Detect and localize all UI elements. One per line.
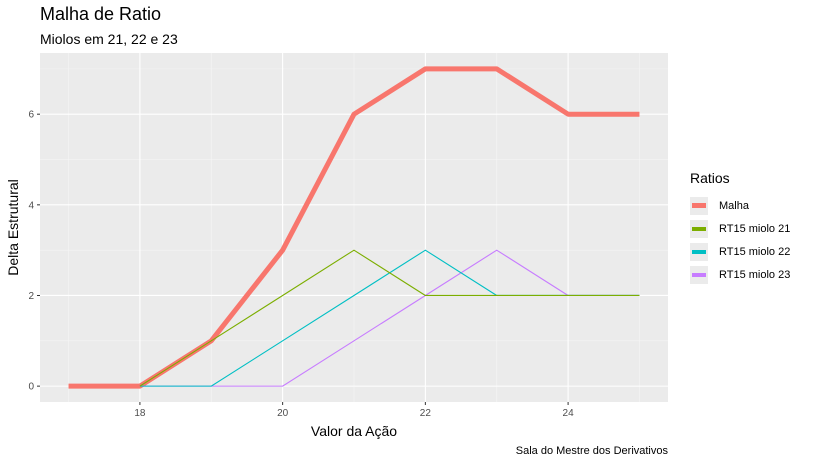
chart-subtitle: Miolos em 21, 22 e 23 (40, 31, 178, 47)
y-tick-label: 4 (28, 200, 34, 211)
legend-label: RT15 miolo 21 (719, 222, 791, 235)
legend-item-rt15-miolo-22: RT15 miolo 22 (690, 240, 790, 263)
x-tick-label: 18 (134, 408, 146, 419)
legend: Ratios Malha RT15 miolo 21 RT15 miolo 22 RT… (690, 170, 790, 286)
legend-label: RT15 miolo 22 (719, 245, 791, 258)
x-axis-title: Valor da Ação (311, 423, 397, 439)
legend-item-rt15-miolo-21: RT15 miolo 21 (690, 217, 790, 240)
legend-item-malha: Malha (690, 194, 790, 217)
legend-key (690, 196, 708, 215)
series-line-rt15-miolo-23 (139, 249, 640, 387)
legend-item-rt15-miolo-23: RT15 miolo 23 (690, 263, 790, 286)
y-axis-title: Delta Estrutural (5, 179, 21, 275)
x-tick-label: 20 (277, 408, 289, 419)
series-line-rt15-miolo-21 (139, 249, 640, 387)
legend-label: RT15 miolo 23 (719, 268, 791, 281)
y-tick-label: 2 (28, 291, 34, 302)
legend-swatch (692, 249, 706, 254)
x-axis: 18 20 22 24 (134, 402, 574, 419)
legend-key (690, 242, 708, 261)
legend-key (690, 219, 708, 238)
y-tick-label: 6 (28, 110, 34, 121)
legend-title: Ratios (690, 170, 730, 186)
legend-swatch (692, 203, 706, 208)
legend-key (690, 265, 708, 284)
x-tick-label: 24 (563, 408, 575, 419)
legend-label: Malha (719, 199, 749, 212)
y-tick-label: 0 (28, 382, 34, 393)
series-layer (68, 66, 640, 389)
legend-swatch (692, 226, 706, 231)
legend-swatch (692, 272, 706, 277)
y-axis: 0 2 4 6 (28, 110, 40, 393)
chart-title: Malha de Ratio (40, 4, 162, 24)
x-tick-label: 22 (420, 408, 432, 419)
chart-caption: Sala do Mestre dos Derivativos (515, 445, 668, 457)
